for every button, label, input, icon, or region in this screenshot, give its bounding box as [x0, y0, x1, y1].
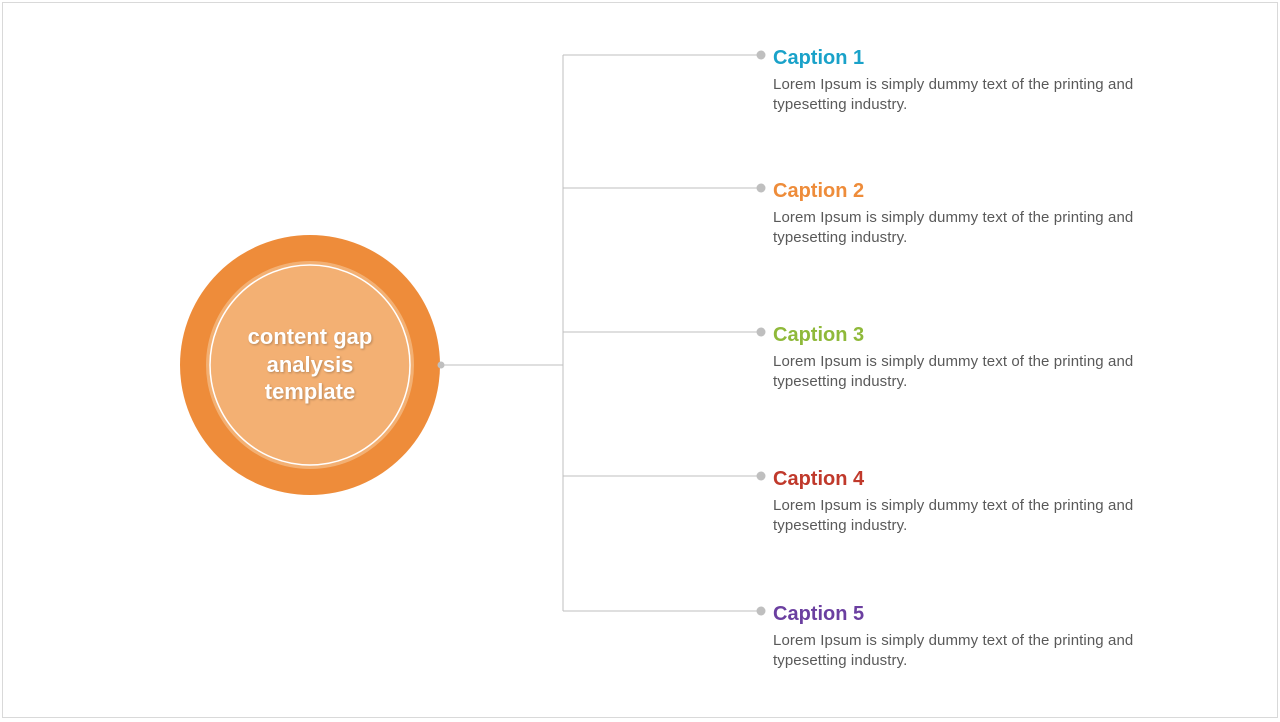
caption-title: Caption 2 — [773, 180, 1143, 202]
caption-title: Caption 4 — [773, 468, 1143, 490]
caption-item: Caption 3 Lorem Ipsum is simply dummy tex… — [773, 324, 1143, 393]
diagram-frame: content gapanalysistemplate Caption 1 Lor… — [2, 2, 1278, 718]
caption-title: Caption 1 — [773, 47, 1143, 69]
caption-title: Caption 3 — [773, 324, 1143, 346]
caption-body: Lorem Ipsum is simply dummy text of the … — [773, 496, 1143, 537]
caption-item: Caption 1 Lorem Ipsum is simply dummy tex… — [773, 47, 1143, 116]
caption-title: Caption 5 — [773, 603, 1143, 625]
caption-body: Lorem Ipsum is simply dummy text of the … — [773, 352, 1143, 393]
caption-item: Caption 5 Lorem Ipsum is simply dummy tex… — [773, 603, 1143, 672]
center-circle-label: content gapanalysistemplate — [210, 323, 410, 406]
caption-item: Caption 2 Lorem Ipsum is simply dummy tex… — [773, 180, 1143, 249]
center-circle-label-line: analysis — [210, 351, 410, 379]
caption-item: Caption 4 Lorem Ipsum is simply dummy tex… — [773, 468, 1143, 537]
center-circle-label-line: template — [210, 378, 410, 406]
caption-body: Lorem Ipsum is simply dummy text of the … — [773, 208, 1143, 249]
caption-body: Lorem Ipsum is simply dummy text of the … — [773, 75, 1143, 116]
caption-body: Lorem Ipsum is simply dummy text of the … — [773, 631, 1143, 672]
center-circle-label-line: content gap — [210, 323, 410, 351]
